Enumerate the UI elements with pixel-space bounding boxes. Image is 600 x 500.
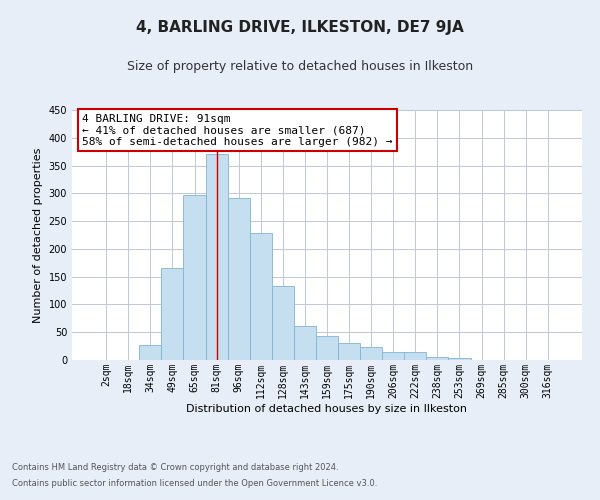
Bar bbox=[272, 286, 294, 360]
Bar bbox=[294, 326, 316, 360]
Text: 4, BARLING DRIVE, ILKESTON, DE7 9JA: 4, BARLING DRIVE, ILKESTON, DE7 9JA bbox=[136, 20, 464, 35]
Bar bbox=[227, 198, 250, 360]
Bar bbox=[316, 336, 338, 360]
Y-axis label: Number of detached properties: Number of detached properties bbox=[33, 148, 43, 322]
Bar bbox=[382, 352, 404, 360]
Text: Size of property relative to detached houses in Ilkeston: Size of property relative to detached ho… bbox=[127, 60, 473, 73]
Bar bbox=[404, 352, 427, 360]
Bar bbox=[184, 195, 206, 360]
Bar bbox=[206, 154, 227, 360]
Bar bbox=[427, 356, 448, 360]
Bar bbox=[161, 268, 184, 360]
Bar bbox=[448, 358, 470, 360]
Bar bbox=[139, 345, 161, 360]
Text: Contains public sector information licensed under the Open Government Licence v3: Contains public sector information licen… bbox=[12, 478, 377, 488]
Bar bbox=[250, 233, 272, 360]
X-axis label: Distribution of detached houses by size in Ilkeston: Distribution of detached houses by size … bbox=[187, 404, 467, 413]
Bar bbox=[360, 347, 382, 360]
Text: 4 BARLING DRIVE: 91sqm
← 41% of detached houses are smaller (687)
58% of semi-de: 4 BARLING DRIVE: 91sqm ← 41% of detached… bbox=[82, 114, 392, 147]
Bar bbox=[338, 344, 360, 360]
Text: Contains HM Land Registry data © Crown copyright and database right 2024.: Contains HM Land Registry data © Crown c… bbox=[12, 464, 338, 472]
